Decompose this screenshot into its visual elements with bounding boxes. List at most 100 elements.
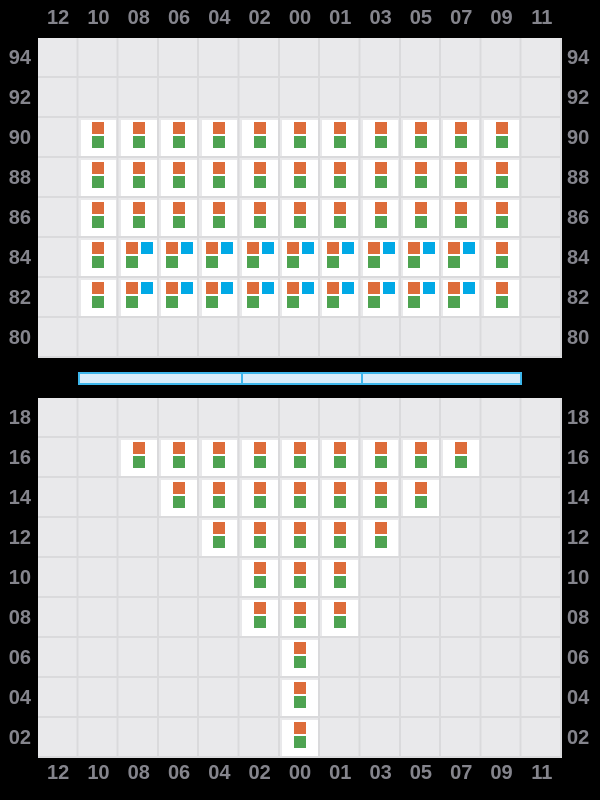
data-cell[interactable] xyxy=(443,240,480,276)
data-cell[interactable] xyxy=(241,280,278,316)
range-slider[interactable] xyxy=(78,372,522,385)
data-cell[interactable] xyxy=(80,240,117,276)
data-cell[interactable] xyxy=(161,200,197,236)
data-cell[interactable] xyxy=(322,280,359,316)
data-cell[interactable] xyxy=(201,280,238,316)
top-column-label: 08 xyxy=(127,7,150,29)
data-cell[interactable] xyxy=(282,280,318,316)
data-cell[interactable] xyxy=(443,440,480,476)
data-cell[interactable] xyxy=(80,280,117,316)
data-cell[interactable] xyxy=(241,240,278,276)
data-cell[interactable] xyxy=(161,120,197,156)
green-square-icon xyxy=(92,136,105,148)
data-cell[interactable] xyxy=(362,240,399,276)
green-square-icon xyxy=(407,296,420,308)
data-cell[interactable] xyxy=(322,600,359,636)
data-cell[interactable] xyxy=(161,160,197,196)
data-cell[interactable] xyxy=(282,520,318,556)
data-cell[interactable] xyxy=(201,480,238,516)
data-cell[interactable] xyxy=(443,200,480,236)
slider-segment-divider[interactable] xyxy=(361,372,364,385)
data-cell[interactable] xyxy=(443,280,480,316)
data-cell[interactable] xyxy=(282,600,318,636)
data-cell[interactable] xyxy=(201,200,238,236)
data-cell[interactable] xyxy=(201,520,238,556)
data-cell[interactable] xyxy=(241,440,278,476)
green-square-icon xyxy=(407,256,420,268)
data-cell[interactable] xyxy=(403,120,439,156)
orange-square-icon xyxy=(334,122,347,134)
blue-square-icon xyxy=(181,282,194,294)
data-cell[interactable] xyxy=(282,120,318,156)
green-square-icon xyxy=(374,456,387,468)
data-cell[interactable] xyxy=(403,160,439,196)
data-cell[interactable] xyxy=(201,240,238,276)
data-cell[interactable] xyxy=(362,520,399,556)
data-cell[interactable] xyxy=(120,440,157,476)
data-cell[interactable] xyxy=(362,120,399,156)
data-cell[interactable] xyxy=(322,480,359,516)
data-cell[interactable] xyxy=(282,480,318,516)
data-cell[interactable] xyxy=(322,120,359,156)
data-cell[interactable] xyxy=(322,440,359,476)
data-cell[interactable] xyxy=(282,640,318,676)
data-cell[interactable] xyxy=(161,480,197,516)
data-cell[interactable] xyxy=(201,440,238,476)
data-cell[interactable] xyxy=(241,560,278,596)
data-cell[interactable] xyxy=(161,280,197,316)
data-cell[interactable] xyxy=(403,240,439,276)
data-cell[interactable] xyxy=(443,120,480,156)
data-cell[interactable] xyxy=(282,240,318,276)
data-cell[interactable] xyxy=(241,600,278,636)
data-cell[interactable] xyxy=(362,440,399,476)
data-cell[interactable] xyxy=(322,240,359,276)
data-cell[interactable] xyxy=(282,160,318,196)
data-cell[interactable] xyxy=(120,120,157,156)
green-square-icon xyxy=(253,616,266,628)
data-cell[interactable] xyxy=(443,160,480,196)
data-cell[interactable] xyxy=(80,200,117,236)
data-cell[interactable] xyxy=(201,120,238,156)
data-cell[interactable] xyxy=(241,520,278,556)
data-cell[interactable] xyxy=(241,200,278,236)
orange-square-icon xyxy=(374,522,387,534)
data-cell[interactable] xyxy=(483,120,520,156)
data-cell[interactable] xyxy=(80,120,117,156)
data-cell[interactable] xyxy=(161,240,197,276)
data-cell[interactable] xyxy=(403,280,439,316)
data-cell[interactable] xyxy=(322,520,359,556)
data-cell[interactable] xyxy=(322,160,359,196)
data-cell[interactable] xyxy=(120,240,157,276)
data-cell[interactable] xyxy=(241,160,278,196)
data-cell[interactable] xyxy=(483,280,520,316)
data-cell[interactable] xyxy=(362,200,399,236)
data-cell[interactable] xyxy=(120,160,157,196)
data-cell[interactable] xyxy=(282,440,318,476)
data-cell[interactable] xyxy=(483,200,520,236)
data-cell[interactable] xyxy=(322,560,359,596)
data-cell[interactable] xyxy=(403,440,439,476)
data-cell[interactable] xyxy=(362,160,399,196)
data-cell[interactable] xyxy=(241,120,278,156)
data-cell[interactable] xyxy=(322,200,359,236)
slider-segment-divider[interactable] xyxy=(240,372,243,385)
data-cell[interactable] xyxy=(120,280,157,316)
data-cell[interactable] xyxy=(282,680,318,716)
data-cell[interactable] xyxy=(362,280,399,316)
data-cell[interactable] xyxy=(201,160,238,196)
data-cell[interactable] xyxy=(362,480,399,516)
data-cell[interactable] xyxy=(80,160,117,196)
data-cell[interactable] xyxy=(483,240,520,276)
left-row-label: 88 xyxy=(8,167,31,189)
data-cell[interactable] xyxy=(241,480,278,516)
data-cell[interactable] xyxy=(483,160,520,196)
data-cell[interactable] xyxy=(403,480,439,516)
data-cell[interactable] xyxy=(120,200,157,236)
data-cell[interactable] xyxy=(282,720,318,756)
data-cell[interactable] xyxy=(282,200,318,236)
orange-square-icon xyxy=(334,482,347,494)
data-cell[interactable] xyxy=(282,560,318,596)
data-cell[interactable] xyxy=(161,440,197,476)
orange-square-icon xyxy=(334,602,347,614)
data-cell[interactable] xyxy=(403,200,439,236)
